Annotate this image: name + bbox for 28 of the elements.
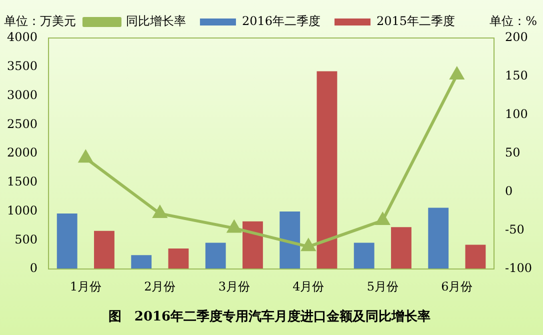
x-tick-label: 4月份 [292,279,324,294]
y-tick-label: 3500 [6,59,38,73]
x-tick-label: 3月份 [218,279,250,294]
x-tick-label: 2月份 [144,279,176,294]
y2-tick-label: 150 [505,68,528,83]
y-tick-label: 4000 [6,30,38,44]
y-tick-label: 500 [14,232,38,246]
legend-label: 2015年二季度 [376,14,456,28]
y-tick-label: 2000 [6,146,38,160]
y-tick-label: 1000 [6,203,38,218]
y-tick-label: 2500 [6,116,38,131]
y2-tick-label: -100 [505,261,532,276]
y-tick-label: 1500 [6,174,38,188]
y2-axis-title: 单位：% [490,14,537,28]
x-tick-label: 1月份 [70,279,102,294]
text: 图 2016年二季度专用汽车月度进口金额及同比增长率 [108,308,431,325]
y-tick-label: 0 [30,261,38,276]
y2-tick-label: 50 [505,146,520,160]
y2-tick-label: 0 [505,184,513,198]
x-tick-label: 6月份 [441,279,473,294]
legend-label: 2016年二季度 [242,14,321,28]
y2-tick-label: 200 [505,30,528,44]
x-tick-label: 5月份 [366,279,398,294]
y2-tick-label: -50 [505,222,524,237]
y-tick-label: 3000 [6,88,38,102]
y-axis-title: 单位：万美元 [4,14,76,28]
legend-label: 同比增长率 [126,14,186,28]
y2-tick-label: 100 [505,107,528,122]
